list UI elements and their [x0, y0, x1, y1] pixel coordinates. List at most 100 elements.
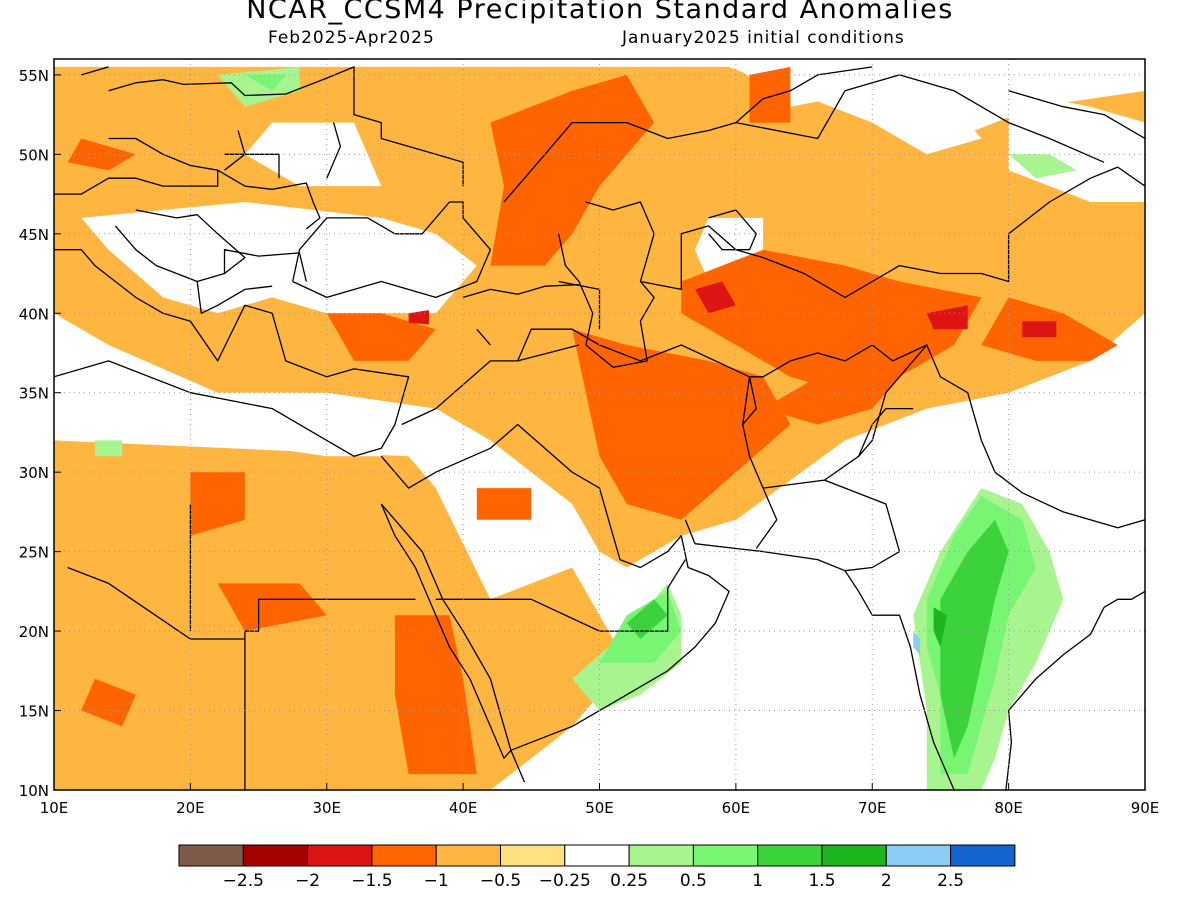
boundary-line	[742, 376, 757, 425]
lat-tick-label: 55N	[19, 67, 49, 85]
colorbar-label: −1	[424, 871, 449, 891]
anomaly-region-dry-1	[67, 138, 136, 171]
anomaly-region-neutral	[54, 345, 382, 457]
lat-tick-label: 30N	[19, 464, 49, 482]
anomaly-region-dry-1	[572, 329, 791, 520]
axis-ticks: 10E 20E 30E 40E 50E 60E 70E 80E 90E 10N 15N 20N 25N 3…	[19, 67, 1160, 817]
boundary-line	[557, 201, 655, 368]
boundary-line	[108, 137, 321, 230]
boundary-line	[292, 201, 492, 299]
boundary-line	[326, 122, 342, 179]
colorbar-label: −1.5	[351, 871, 392, 891]
colorbar-swatch	[564, 844, 630, 867]
colorbar-swatch	[178, 844, 244, 867]
anomaly-region-wet-05	[94, 440, 123, 457]
colorbar-label: 2.5	[937, 871, 964, 891]
boundary-line	[67, 566, 245, 640]
anomaly-region-dry-1	[749, 66, 791, 123]
anomaly-region-dry-15	[695, 281, 736, 314]
boundary-line	[510, 750, 526, 783]
colorbar-swatch	[885, 844, 952, 867]
colorbar-swatch	[307, 844, 373, 867]
colorbar-swatch	[435, 844, 502, 867]
lon-tick-label: 60E	[722, 799, 751, 817]
boundary-line	[81, 66, 109, 76]
anomaly-region-neutral	[517, 647, 955, 790]
anomaly-region-dry-15	[1022, 321, 1057, 338]
anomaly-region-wet-15	[626, 599, 668, 639]
boundary-line	[223, 249, 307, 282]
boundary-line	[380, 423, 573, 489]
colorbar-label: 1.5	[808, 871, 835, 891]
lon-tick-label: 20E	[176, 799, 205, 817]
lat-tick-label: 15N	[19, 703, 49, 721]
lat-tick-label: 20N	[19, 623, 49, 641]
anomaly-region-dry-1	[394, 615, 477, 775]
anomaly-region-dry-15	[408, 310, 429, 325]
lat-tick-label: 40N	[19, 305, 49, 323]
lon-tick-label: 30E	[312, 799, 341, 817]
boundary-line	[401, 344, 580, 426]
colorbar-swatch	[500, 844, 566, 867]
lon-tick-label: 90E	[1131, 799, 1160, 817]
colorbar-swatch	[692, 844, 759, 867]
colorbar-label: 1	[752, 871, 763, 891]
colorbar-label: 2	[881, 871, 892, 891]
anomaly-region-wet-1	[244, 74, 286, 91]
lon-tick-label: 50E	[585, 799, 614, 817]
forecast-period: Feb2025-Apr2025	[268, 28, 435, 48]
boundary-line	[196, 281, 273, 314]
boundary-line	[54, 170, 219, 195]
colorbar-swatch	[757, 844, 823, 867]
map-title: NCAR_CCSM4 Precipitation Standard Anomal…	[246, 0, 954, 25]
boundary-line	[462, 284, 580, 299]
anomaly-region-dry-1	[326, 313, 436, 361]
colorbar-swatch	[821, 844, 887, 867]
colorbar-label: 0.5	[680, 871, 707, 891]
anomaly-region-wet-15	[940, 519, 1009, 759]
anomaly-region-wet-2	[933, 607, 948, 647]
colorbar-swatch	[628, 844, 694, 867]
boundary-line	[244, 598, 416, 790]
boundary-line	[1005, 590, 1145, 790]
lon-tick-label: 10E	[40, 799, 69, 817]
boundary-line	[435, 559, 686, 632]
boundary-line	[380, 503, 512, 759]
boundary-line	[858, 407, 914, 457]
boundary-line	[510, 471, 730, 751]
boundary-line	[708, 209, 757, 251]
boundary-line	[108, 82, 136, 92]
colorbar-label: 0.25	[610, 871, 648, 891]
anomaly-region-dry-1	[681, 249, 982, 393]
colorbar-label: −2	[295, 871, 320, 891]
lat-tick-label: 35N	[19, 385, 49, 403]
boundary-line	[684, 519, 955, 790]
lon-tick-label: 80E	[994, 799, 1023, 817]
boundary-line	[135, 66, 464, 187]
lat-lon-grid	[54, 59, 1145, 790]
colorbar-swatch	[242, 844, 309, 867]
lat-tick-label: 50N	[19, 146, 49, 164]
anomaly-region-dry-1	[763, 360, 900, 425]
colorbar-label: −0.25	[539, 871, 591, 891]
anomaly-region-dry-1	[217, 583, 327, 632]
boundary-line	[517, 328, 778, 549]
boundary-line	[640, 166, 1145, 299]
lon-tick-label: 70E	[858, 799, 887, 817]
anomaly-region-dry-1	[476, 488, 532, 520]
anomaly-region-wet-25	[913, 631, 920, 655]
boundary-line	[476, 328, 491, 346]
colorbar-label: −2.5	[223, 871, 264, 891]
anomaly-region-dry-1	[190, 472, 245, 536]
anomaly-region-dry-15	[926, 305, 968, 330]
colorbar: −2.5 −2 −1.5 −1 −0.5 −0.25 0.25 0.5 1 1.5 2 2.5	[178, 844, 1016, 891]
lat-tick-label: 45N	[19, 226, 49, 244]
lat-tick-label: 25N	[19, 544, 49, 562]
anomaly-region-wet-05	[1008, 154, 1077, 179]
boundary-line	[503, 66, 873, 203]
boundary-line	[54, 249, 410, 457]
lat-tick-label: 10N	[19, 782, 49, 800]
colorbar-label: −0.5	[480, 871, 521, 891]
anomaly-region-dry-1	[81, 678, 136, 727]
